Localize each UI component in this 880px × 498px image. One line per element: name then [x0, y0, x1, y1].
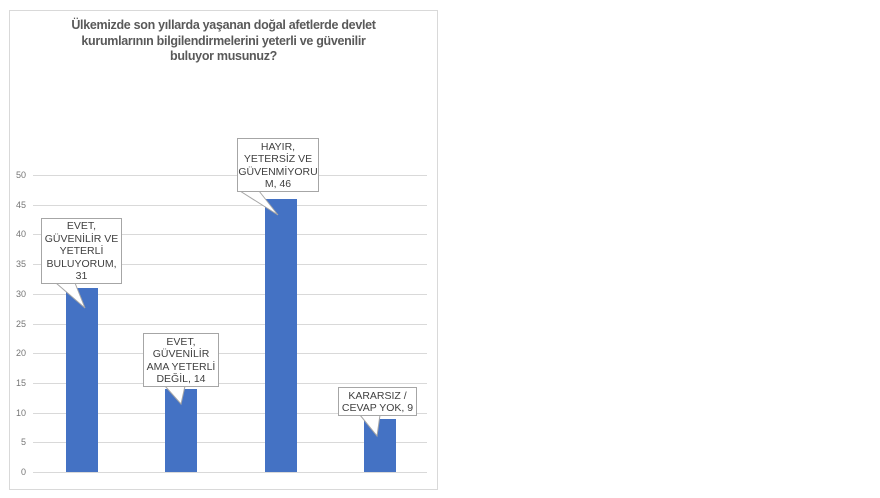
gridline-y-25	[33, 323, 427, 325]
gridline-y-5	[33, 442, 427, 444]
y-axis-tick-label: 10	[15, 407, 26, 418]
y-axis-tick-label: 30	[15, 288, 26, 299]
gridline-y-30	[33, 293, 427, 295]
data-label-callout-4: KARARSIZ / CEVAP YOK, 9	[338, 387, 417, 416]
bar-3	[265, 198, 297, 472]
gridline-y-50	[33, 175, 427, 176]
y-axis-tick-label: 35	[15, 259, 26, 270]
data-label-callout-2: EVET, GÜVENİLİR AMA YETERLİ DEĞİL, 14	[143, 333, 219, 387]
gridline-y-35	[33, 264, 427, 266]
bar-1	[66, 287, 98, 472]
chart-title: Ülkemizde son yıllarda yaşanan doğal afe…	[71, 18, 376, 63]
gridline-y-15	[33, 382, 427, 384]
y-axis-tick-label: 25	[15, 318, 26, 329]
bar-2	[165, 388, 197, 472]
y-axis-tick-label: 45	[15, 199, 26, 210]
y-axis-tick-label: 40	[15, 229, 26, 240]
gridline-y-40	[33, 234, 427, 236]
y-axis-tick-label: 15	[15, 377, 26, 388]
bar-4	[364, 418, 396, 472]
gridline-y-10	[33, 412, 427, 414]
data-label-callout-1: EVET, GÜVENİLİR VE YETERLİ BULUYORUM, 31	[41, 218, 122, 284]
gridline-y-0	[33, 472, 427, 473]
y-axis-tick-label: 50	[15, 170, 26, 180]
y-axis-tick-label: 20	[15, 348, 26, 359]
y-axis-tick-label: 0	[20, 467, 26, 477]
gridline-y-20	[33, 353, 427, 355]
data-label-callout-3: HAYIR, YETERSİZ VE GÜVENMİYORU M, 46	[237, 138, 319, 192]
y-axis-tick-label: 5	[20, 437, 26, 448]
gridline-y-45	[33, 204, 427, 206]
